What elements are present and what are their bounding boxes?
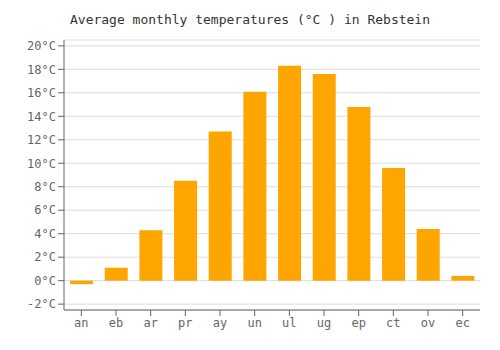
- html-text:Average monthly temperatures (: Average monthly temperatures (°C ) in Re…: [70, 12, 430, 27]
- svg-text:10°C: 10°C: [27, 157, 56, 171]
- svg-text:an: an: [74, 316, 88, 330]
- svg-text:un: un: [247, 316, 261, 330]
- svg-text:ct: ct: [386, 316, 400, 330]
- svg-text:12°C: 12°C: [27, 133, 56, 147]
- svg-text:eb: eb: [109, 316, 123, 330]
- svg-text:0°C: 0°C: [34, 274, 56, 288]
- svg-text:ul: ul: [282, 316, 296, 330]
- svg-text:14°C: 14°C: [27, 110, 56, 124]
- svg-text:2°C: 2°C: [34, 250, 56, 264]
- svg-text:ov: ov: [421, 316, 435, 330]
- svg-text:pr: pr: [178, 316, 192, 330]
- svg-text:ec: ec: [455, 316, 469, 330]
- svg-text:-2°C: -2°C: [27, 297, 56, 311]
- svg-text:ar: ar: [143, 316, 157, 330]
- svg-text:ep: ep: [351, 316, 365, 330]
- svg-text:6°C: 6°C: [34, 203, 56, 217]
- svg-text:4°C: 4°C: [34, 227, 56, 241]
- svg-text:ay: ay: [213, 316, 227, 330]
- svg-text:8°C: 8°C: [34, 180, 56, 194]
- svg-text:20°C: 20°C: [27, 39, 56, 53]
- svg-text:16°C: 16°C: [27, 86, 56, 100]
- svg-text:ug: ug: [317, 316, 331, 330]
- svg-text:18°C: 18°C: [27, 63, 56, 77]
